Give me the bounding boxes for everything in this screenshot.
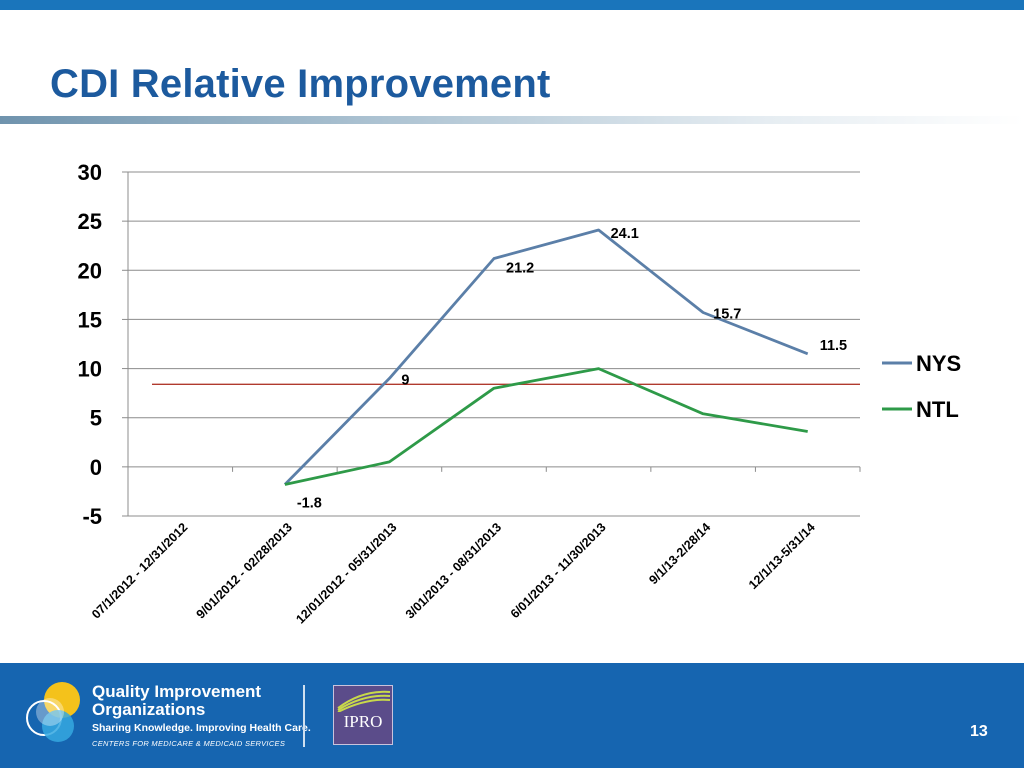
y-tick-label: 0: [90, 455, 102, 480]
series-lines: [283, 228, 809, 486]
footer-divider: [303, 685, 305, 747]
data-label-nys: 21.2: [506, 260, 534, 276]
org-subtitle: CENTERS FOR MEDICARE & MEDICAID SERVICES: [92, 739, 286, 748]
x-tick-label: 3/01/2013 - 08/31/2013: [403, 520, 504, 621]
x-tick-label: 9/01/2012 - 02/28/2013: [194, 520, 295, 621]
x-tick-labels: 07/1/2012 - 12/31/2012 9/01/2012 - 02/28/…: [89, 520, 818, 626]
org-name-line2: Organizations: [92, 700, 206, 719]
data-label-nys: 9: [401, 372, 409, 388]
line-chart: 30 25 20 15 10 5 0 -5 07/1/2012 - 12/31/2012 9/0…: [78, 160, 962, 626]
ipro-logo: IPRO: [333, 685, 393, 745]
legend-label-ntl: NTL: [916, 397, 959, 422]
data-labels: -1.8 9 21.2 24.1 15.7 11.5: [297, 226, 847, 512]
chart-grid: [128, 171, 860, 517]
footer-bar: Quality Improvement Organizations Sharin…: [0, 663, 1024, 768]
y-tick-label: -5: [82, 504, 102, 529]
y-tick-label: 10: [78, 357, 102, 382]
x-tick-label: 6/01/2013 - 11/30/2013: [508, 520, 609, 621]
qio-logo-icon: [26, 682, 80, 742]
x-tick-label: 12/01/2012 - 05/31/2013: [293, 520, 399, 626]
data-label-nys: -1.8: [297, 496, 322, 512]
ipro-swoosh-icon: [337, 690, 391, 712]
data-label-nys: 11.5: [820, 338, 847, 354]
y-tick-labels: 30 25 20 15 10 5 0 -5: [78, 160, 102, 529]
y-tick-label: 5: [90, 406, 102, 431]
legend-label-nys: NYS: [916, 351, 961, 376]
x-tick-label: 9/1/13-2/28/14: [646, 520, 713, 587]
y-tick-label: 30: [78, 160, 102, 185]
series-line-ntl: [284, 367, 808, 486]
slide-title: CDI Relative Improvement: [50, 62, 551, 106]
x-tick-label: 12/1/13-5/31/14: [746, 520, 818, 592]
series-line-nys: [283, 228, 809, 486]
data-label-nys: 24.1: [611, 226, 639, 242]
y-tick-label: 20: [78, 258, 102, 283]
data-label-nys: 15.7: [713, 307, 741, 323]
x-tick-label: 07/1/2012 - 12/31/2012: [89, 520, 190, 621]
org-name-line1: Quality Improvement: [92, 682, 262, 701]
y-tick-label: 25: [78, 209, 102, 234]
page-number: 13: [970, 723, 988, 740]
chart-axes: [122, 171, 861, 517]
org-name: Quality Improvement Organizations: [92, 683, 261, 719]
title-divider: [0, 116, 1024, 124]
org-tagline: Sharing Knowledge. Improving Health Care…: [92, 722, 311, 734]
top-accent-bar: [0, 0, 1024, 10]
ipro-logo-text: IPRO: [343, 712, 383, 731]
y-tick-label: 15: [78, 307, 102, 332]
chart-legend: NYS NTL: [882, 351, 961, 422]
